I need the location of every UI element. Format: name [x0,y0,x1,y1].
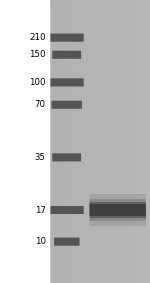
Bar [80,0,84,283]
Bar [110,0,113,283]
Bar [107,0,110,283]
Bar [120,0,123,283]
FancyBboxPatch shape [90,194,146,226]
FancyBboxPatch shape [90,199,146,221]
Text: 17: 17 [35,205,46,215]
FancyBboxPatch shape [50,206,84,214]
FancyBboxPatch shape [52,153,81,161]
Text: 35: 35 [35,153,46,162]
Text: 150: 150 [29,50,46,59]
FancyBboxPatch shape [90,204,146,216]
Bar [64,0,67,283]
Bar [140,0,143,283]
Bar [137,0,140,283]
Bar [60,0,64,283]
Bar [77,0,80,283]
Bar [87,0,90,283]
Bar [127,0,130,283]
Bar [103,0,107,283]
FancyBboxPatch shape [52,51,81,59]
FancyBboxPatch shape [52,51,81,59]
FancyBboxPatch shape [50,34,84,42]
Bar [67,0,70,283]
Bar [117,0,120,283]
Bar [70,0,74,283]
Bar [54,0,57,283]
FancyBboxPatch shape [52,153,81,161]
Bar [123,0,127,283]
Bar [133,0,137,283]
Text: 70: 70 [35,100,46,109]
Bar [147,0,150,283]
Bar [143,0,147,283]
FancyBboxPatch shape [50,34,84,42]
Bar [84,0,87,283]
FancyBboxPatch shape [50,78,84,86]
FancyBboxPatch shape [50,78,84,86]
FancyBboxPatch shape [54,238,80,246]
Text: 10: 10 [35,237,46,246]
Bar [50,0,54,283]
Bar [93,0,97,283]
FancyBboxPatch shape [50,206,84,214]
Bar [57,0,60,283]
Bar [50,0,150,283]
Bar [100,0,103,283]
FancyBboxPatch shape [52,101,82,109]
Bar [90,0,93,283]
FancyBboxPatch shape [54,238,80,246]
FancyBboxPatch shape [52,101,82,109]
Bar [130,0,133,283]
Text: 210: 210 [29,33,46,42]
Bar [97,0,100,283]
FancyBboxPatch shape [90,202,146,218]
Text: 100: 100 [29,78,46,87]
Bar [113,0,117,283]
Bar [0,0,50,283]
Bar [74,0,77,283]
